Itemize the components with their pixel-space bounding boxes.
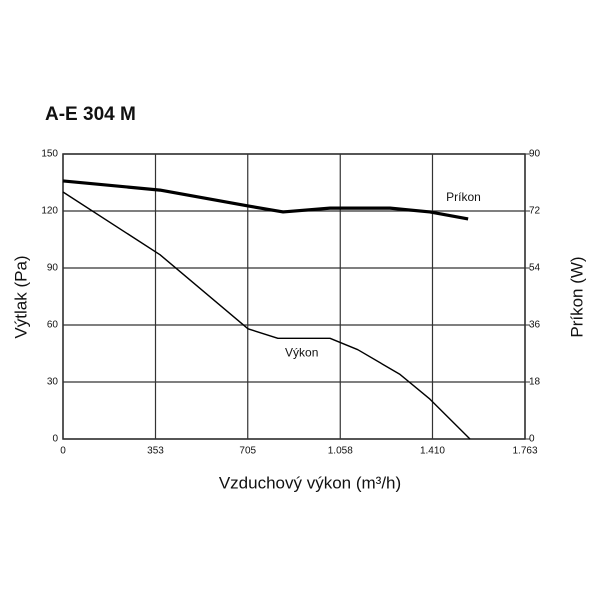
y2-tick-label: 90	[529, 149, 541, 160]
x-tick-label: 0	[60, 446, 66, 457]
series-line	[62, 179, 469, 221]
y-axis-label: Výtlak (Pa)	[11, 255, 30, 338]
x-axis-label: Vzduchový výkon (m³/h)	[219, 473, 401, 492]
y-tick-label: 120	[41, 206, 58, 217]
x-tick-label: 1.058	[328, 446, 353, 457]
y-tick-label: 150	[41, 149, 58, 160]
series-line	[62, 191, 471, 440]
x-tick-label: 1.763	[512, 446, 537, 457]
series-label: Výkon	[285, 345, 318, 359]
y2-tick-label: 0	[529, 434, 535, 445]
y2-tick-label: 36	[529, 320, 541, 331]
x-tick-label: 1.410	[420, 446, 445, 457]
y2-tick-label: 72	[529, 206, 541, 217]
y2-tick-label: 18	[529, 377, 541, 388]
y-tick-label: 60	[47, 320, 59, 331]
y-tick-label: 90	[47, 263, 59, 274]
chart-title: A-E 304 M	[45, 104, 136, 125]
y2-tick-label: 54	[529, 263, 541, 274]
x-tick-label: 705	[239, 446, 256, 457]
x-tick-label: 353	[147, 446, 164, 457]
y2-axis-label: Príkon (W)	[567, 256, 586, 337]
y-tick-label: 30	[47, 377, 59, 388]
y-tick-label: 0	[52, 434, 58, 445]
series-label: Príkon	[446, 190, 481, 204]
